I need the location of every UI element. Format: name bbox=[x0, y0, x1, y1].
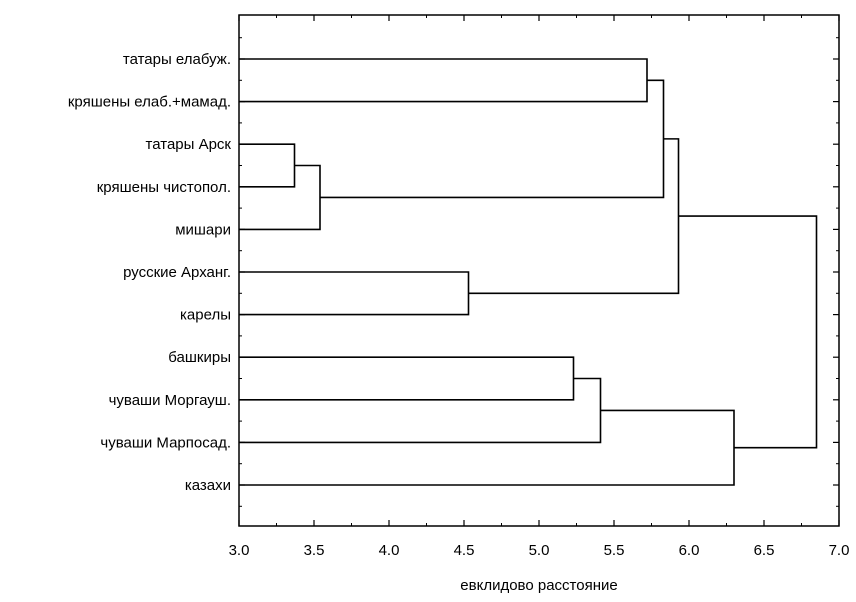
leaf-labels: татары елабуж. кряшены елаб.+мамад. татары… bbox=[68, 51, 232, 494]
leaf-label: русские Арханг. bbox=[123, 264, 231, 281]
plot-frame bbox=[238, 14, 840, 527]
merge-link-c6 bbox=[239, 58, 648, 103]
merge-link-c5 bbox=[239, 377, 602, 444]
merge-link-c8 bbox=[468, 138, 680, 295]
merge-link-c1 bbox=[239, 143, 296, 188]
x-tick-label: 4.0 bbox=[379, 542, 400, 559]
dendrogram-links bbox=[239, 58, 818, 486]
merge-link-c9 bbox=[239, 409, 735, 486]
merge-link-c2 bbox=[239, 164, 321, 231]
leaf-label: чуваши Моргауш. bbox=[109, 392, 231, 409]
x-tick-label: 7.0 bbox=[829, 542, 850, 559]
x-tick-labels: 3.0 3.5 4.0 4.5 5.0 5.5 6.0 6.5 7.0 bbox=[229, 542, 850, 559]
x-tick-label: 3.5 bbox=[304, 542, 325, 559]
leaf-label: башкиры bbox=[168, 349, 231, 366]
x-tick-label: 5.0 bbox=[529, 542, 550, 559]
x-tick-label: 4.5 bbox=[454, 542, 475, 559]
x-axis-title: евклидово расстояние bbox=[460, 577, 617, 594]
leaf-label: татары Арск bbox=[146, 136, 232, 153]
x-tick-label: 6.5 bbox=[754, 542, 775, 559]
merge-link-c4 bbox=[239, 356, 575, 401]
leaf-label: карелы bbox=[180, 307, 231, 324]
x-tick-label: 6.0 bbox=[679, 542, 700, 559]
merge-link-c10 bbox=[678, 215, 818, 449]
merge-link-c3 bbox=[239, 271, 470, 316]
leaf-label: кряшены чистопол. bbox=[97, 179, 231, 196]
merge-link-c7 bbox=[320, 79, 665, 199]
x-tick-label: 5.5 bbox=[604, 542, 625, 559]
leaf-label: татары елабуж. bbox=[123, 51, 231, 68]
leaf-label: кряшены елаб.+мамад. bbox=[68, 94, 231, 111]
x-tick-label: 3.0 bbox=[229, 542, 250, 559]
leaf-label: казахи bbox=[185, 477, 231, 494]
leaf-label: чуваши Марпосад. bbox=[100, 434, 231, 451]
tick-marks bbox=[238, 15, 840, 526]
leaf-label: мишари bbox=[175, 221, 231, 238]
